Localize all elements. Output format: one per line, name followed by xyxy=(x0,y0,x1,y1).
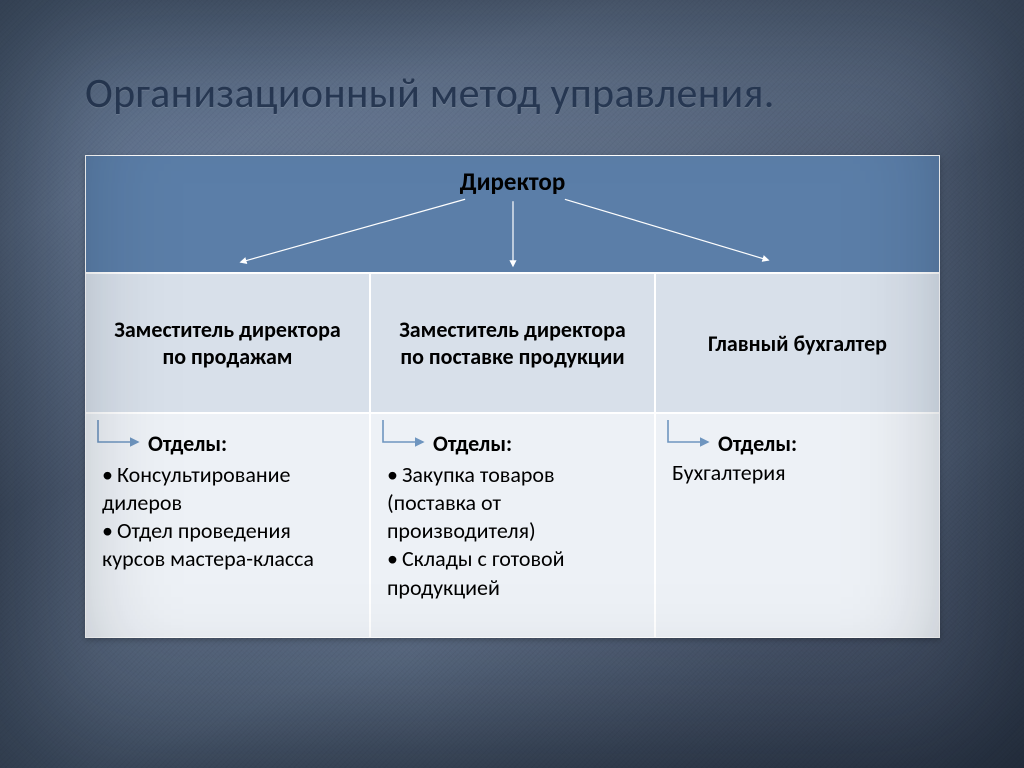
slide-title: Организационный метод управления. xyxy=(85,68,939,119)
dept-label: Отделы: xyxy=(718,430,797,457)
dept-label: Отделы: xyxy=(433,430,512,457)
role-cell-sales: Заместитель директора по продажам xyxy=(85,273,370,413)
departments-row: Отделы: Консультирование дилеров Отдел п… xyxy=(85,413,940,638)
dept-cell-sales: Отделы: Консультирование дилеров Отдел п… xyxy=(85,413,370,638)
dept-cell-accounting: Отделы: Бухгалтерия xyxy=(655,413,940,638)
director-label: Директор xyxy=(460,166,566,197)
org-table: Директор Заместитель директора по продаж… xyxy=(85,155,940,638)
dept-cell-supply: Отделы: Закупка товаров (поставка от про… xyxy=(370,413,655,638)
elbow-arrow-icon xyxy=(664,420,716,464)
dept-items: Консультирование дилеров Отдел проведени… xyxy=(102,461,355,574)
role-cell-supply: Заместитель директора по поставке продук… xyxy=(370,273,655,413)
role-cell-accounting: Главный бухгалтер xyxy=(655,273,940,413)
role-label: Главный бухгалтер xyxy=(708,330,887,357)
dept-items: Закупка товаров (поставка от производите… xyxy=(387,461,640,602)
dept-label: Отделы: xyxy=(148,430,227,457)
elbow-arrow-icon xyxy=(94,420,146,464)
dept-item: Бухгалтерия xyxy=(672,459,925,487)
dept-item: Отдел проведения курсов мастера-класса xyxy=(102,517,355,573)
elbow-arrow-icon xyxy=(379,420,431,464)
role-label: Заместитель директора по продажам xyxy=(102,316,353,370)
header-row: Директор xyxy=(85,155,940,273)
dept-item: Закупка товаров (поставка от производите… xyxy=(387,461,640,545)
dept-item: Консультирование дилеров xyxy=(102,461,355,517)
director-cell: Директор xyxy=(85,155,940,273)
roles-row: Заместитель директора по продажам Замест… xyxy=(85,273,940,413)
dept-item: Склады с готовой продукцией xyxy=(387,545,640,601)
role-label: Заместитель директора по поставке продук… xyxy=(387,316,638,370)
